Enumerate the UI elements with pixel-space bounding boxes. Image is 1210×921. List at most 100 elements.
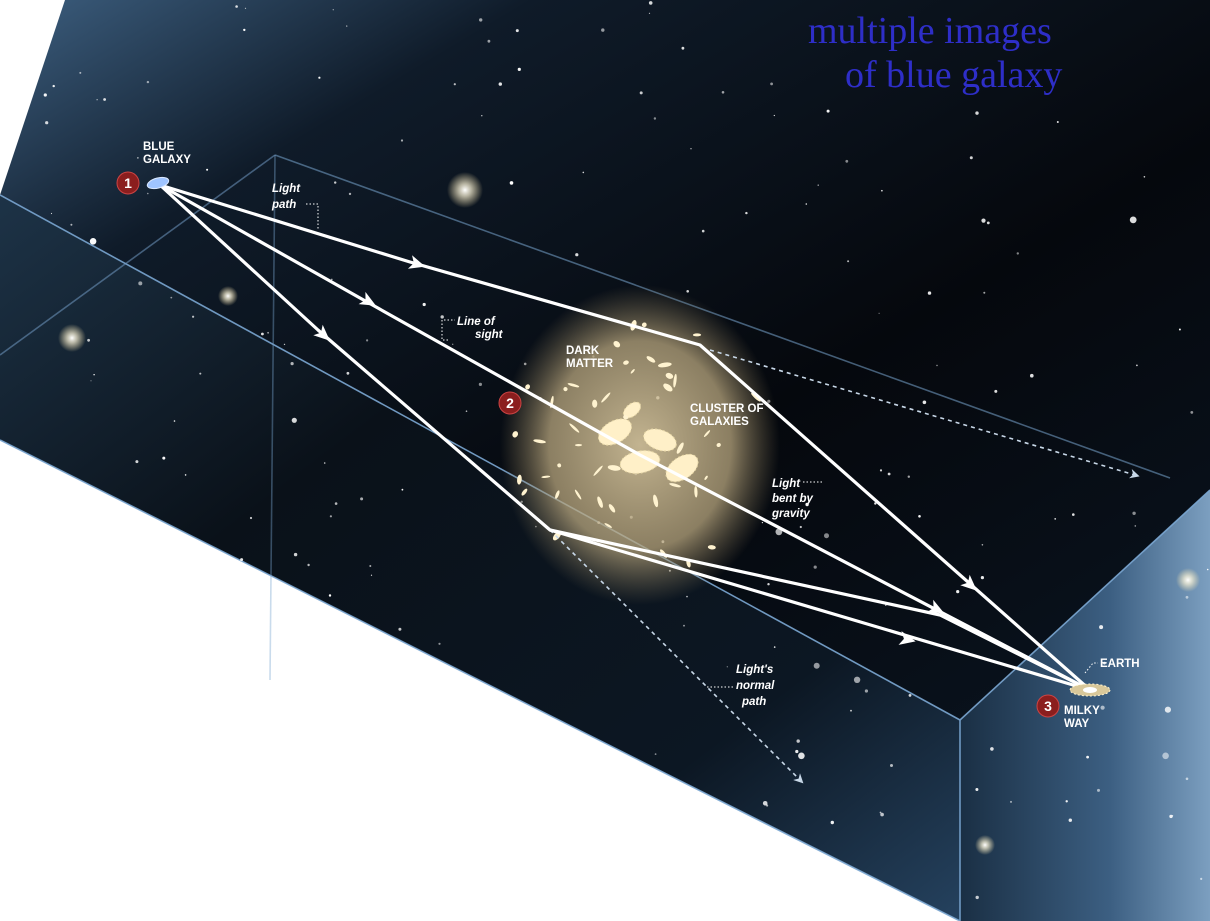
bright-star-glow bbox=[1176, 568, 1200, 592]
star bbox=[398, 627, 402, 631]
star bbox=[162, 456, 166, 460]
star bbox=[879, 811, 882, 814]
star bbox=[1056, 121, 1059, 123]
cluster-galaxy bbox=[525, 384, 531, 390]
star bbox=[283, 343, 286, 346]
milky-way-label-line2: WAY bbox=[1064, 718, 1089, 730]
cluster-galaxy bbox=[665, 372, 674, 379]
star bbox=[773, 114, 775, 117]
cluster-galaxy bbox=[592, 399, 598, 408]
star bbox=[983, 291, 986, 294]
star bbox=[956, 590, 960, 594]
star bbox=[348, 192, 352, 196]
star bbox=[1190, 411, 1194, 414]
star bbox=[103, 98, 106, 101]
marker-1-label: 1 bbox=[124, 175, 132, 191]
star bbox=[1103, 661, 1106, 665]
cluster-galaxy bbox=[657, 362, 672, 368]
star bbox=[267, 331, 269, 334]
star bbox=[918, 515, 921, 518]
arrowhead-2 bbox=[358, 291, 376, 306]
cluster-galaxy bbox=[704, 475, 708, 480]
star bbox=[96, 99, 98, 101]
star bbox=[850, 709, 852, 712]
star bbox=[1185, 595, 1189, 599]
star bbox=[773, 646, 776, 648]
star bbox=[994, 389, 998, 393]
star bbox=[770, 82, 773, 86]
cluster-galaxy bbox=[643, 428, 677, 452]
cluster-label-line2: GALAXIES bbox=[690, 416, 749, 428]
star bbox=[332, 9, 334, 11]
star bbox=[440, 315, 444, 319]
star bbox=[1030, 373, 1034, 378]
star bbox=[975, 895, 979, 900]
star bbox=[192, 315, 195, 318]
star bbox=[45, 121, 49, 125]
star bbox=[50, 212, 53, 215]
line-of-sight-label-line2: sight bbox=[475, 329, 504, 341]
blue-galaxy-label-line1: BLUE bbox=[143, 141, 175, 153]
cluster-galaxy bbox=[601, 392, 611, 403]
cluster-galaxy bbox=[563, 386, 568, 392]
star bbox=[881, 189, 883, 192]
cluster-galaxy bbox=[574, 489, 582, 500]
star bbox=[487, 39, 491, 43]
star bbox=[798, 752, 805, 760]
marker-2: 2 bbox=[498, 391, 522, 415]
cluster-galaxy bbox=[607, 465, 621, 471]
star bbox=[1143, 176, 1146, 178]
star bbox=[360, 497, 364, 501]
star bbox=[795, 749, 799, 754]
cluster-galaxy bbox=[533, 439, 546, 444]
cluster-galaxy bbox=[663, 383, 673, 392]
star bbox=[648, 12, 651, 14]
star bbox=[1162, 752, 1169, 760]
star bbox=[826, 109, 830, 113]
bright-star-glow bbox=[218, 286, 238, 306]
normal-path-label-line2: normal bbox=[736, 680, 775, 692]
star bbox=[307, 563, 310, 567]
star bbox=[146, 80, 150, 84]
star bbox=[864, 689, 869, 693]
normal-path-upper bbox=[709, 349, 1140, 479]
star bbox=[199, 372, 202, 375]
star bbox=[1010, 800, 1012, 803]
star bbox=[331, 278, 333, 281]
star bbox=[1178, 328, 1181, 331]
star bbox=[1134, 525, 1137, 527]
light-bent-label-line2: bent by bbox=[772, 493, 813, 505]
star bbox=[890, 764, 893, 767]
cluster-galaxy bbox=[692, 333, 702, 337]
star bbox=[290, 362, 294, 366]
star bbox=[686, 290, 689, 293]
star bbox=[93, 374, 95, 376]
star bbox=[479, 18, 483, 22]
star bbox=[805, 203, 808, 205]
arrowhead-1 bbox=[407, 255, 426, 269]
star bbox=[681, 46, 685, 50]
star bbox=[328, 594, 332, 597]
cluster-galaxy bbox=[574, 443, 583, 447]
light-path-label-line2: path bbox=[271, 199, 296, 211]
cluster-galaxy bbox=[619, 450, 661, 474]
star bbox=[830, 820, 834, 825]
star bbox=[346, 25, 348, 27]
star bbox=[766, 804, 769, 807]
cluster-galaxy bbox=[597, 496, 603, 508]
star bbox=[980, 576, 985, 580]
star bbox=[509, 181, 514, 185]
star bbox=[135, 460, 139, 464]
cluster-galaxy bbox=[641, 322, 647, 328]
star bbox=[453, 83, 456, 86]
star bbox=[601, 28, 605, 32]
cluster-galaxy bbox=[512, 431, 519, 438]
star bbox=[813, 662, 820, 669]
star bbox=[517, 67, 521, 71]
light-path-label-line1: Light bbox=[272, 183, 301, 195]
star bbox=[1164, 706, 1171, 713]
marker-3-label: 3 bbox=[1044, 698, 1052, 714]
cluster-galaxy bbox=[707, 545, 716, 550]
bright-star-glow bbox=[58, 324, 86, 352]
